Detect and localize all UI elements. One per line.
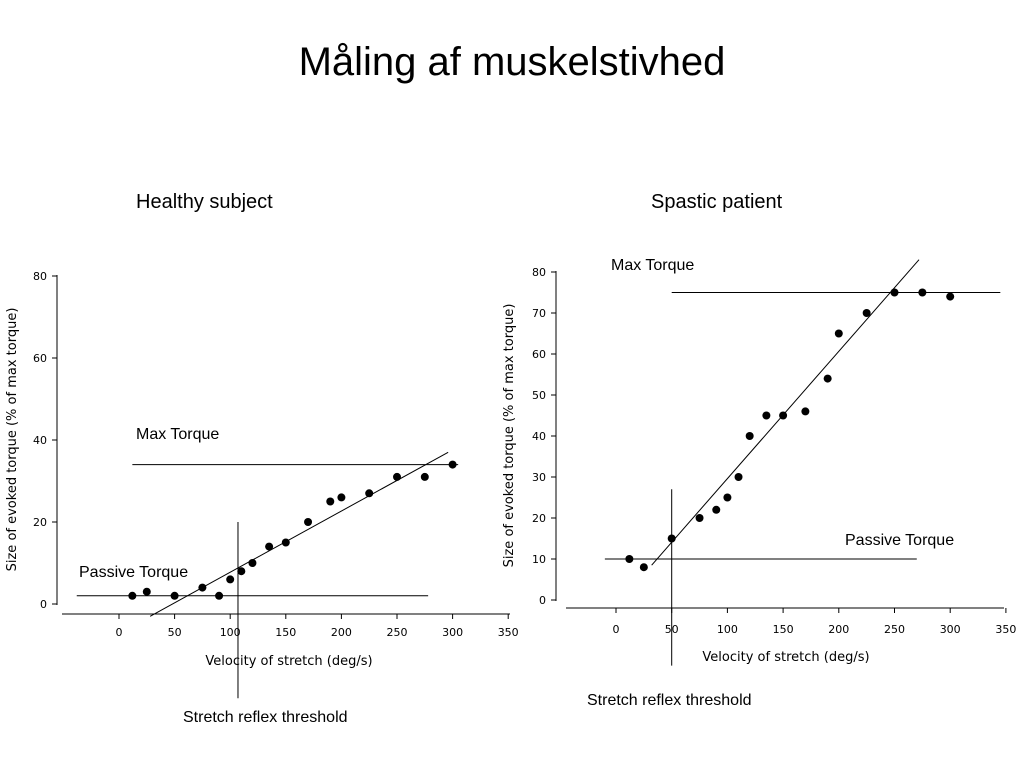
spastic-y-tick-label: 20 — [532, 512, 546, 525]
healthy-x-tick-label: 0 — [116, 626, 123, 639]
spastic-y-axis-label: Size of evoked torque (% of max torque) — [502, 304, 517, 568]
spastic-x-tick-label: 150 — [773, 623, 794, 636]
spastic-data-point — [862, 309, 871, 317]
healthy-data-point — [248, 559, 257, 567]
healthy-x-axis-label: Velocity of stretch (deg/s) — [205, 654, 372, 669]
healthy-data-point — [215, 591, 224, 600]
chart-title-healthy: Healthy subject — [136, 191, 273, 213]
healthy-x-tick-label: 250 — [387, 626, 408, 639]
healthy-x-tick-label: 150 — [275, 626, 296, 639]
healthy-y-tick-label: 80 — [33, 270, 47, 283]
healthy-x-tick-label: 200 — [331, 626, 352, 639]
spastic-data-point — [823, 374, 832, 383]
spastic-data-point — [639, 563, 648, 572]
spastic-y-tick-label: 70 — [532, 307, 546, 320]
healthy-data-point — [448, 460, 457, 469]
healthy-data-point — [420, 472, 429, 481]
healthy-data-point — [237, 567, 246, 576]
healthy-y-tick-label: 40 — [33, 434, 47, 447]
spastic-x-tick-label: 350 — [995, 623, 1016, 636]
spastic-data-point — [779, 411, 788, 420]
healthy-data-point — [142, 587, 151, 596]
spastic-data-point — [834, 329, 843, 338]
chart-title-spastic: Spastic patient — [651, 191, 783, 213]
healthy-data-point — [170, 591, 179, 600]
spastic-x-tick-label: 100 — [717, 623, 738, 636]
spastic-stretch-reflex-threshold-label: Stretch reflex threshold — [587, 692, 752, 709]
healthy-x-tick-label: 100 — [220, 626, 241, 639]
healthy-y-tick-label: 60 — [33, 352, 47, 365]
spastic-data-point — [625, 555, 634, 563]
spastic-data-point — [890, 288, 899, 297]
healthy-y-axis-label: Size of evoked torque (% of max torque) — [5, 308, 20, 572]
healthy-stretch-reflex-threshold-label: Stretch reflex threshold — [183, 709, 348, 726]
healthy-x-tick-label: 50 — [168, 626, 182, 639]
spastic-x-tick-label: 0 — [613, 623, 620, 636]
healthy-data-point — [198, 583, 207, 592]
spastic-x-axis-label: Velocity of stretch (deg/s) — [702, 650, 869, 665]
spastic-max-torque-label: Max Torque — [611, 257, 694, 274]
healthy-x-tick-label: 350 — [498, 626, 519, 639]
healthy-y-tick-label: 20 — [33, 516, 47, 529]
healthy-data-point — [281, 538, 290, 547]
healthy-x-tick-label: 300 — [442, 626, 463, 639]
spastic-data-point — [762, 411, 771, 420]
slide-title: Måling af muskelstivhed — [298, 40, 726, 84]
spastic-data-point — [801, 407, 810, 416]
spastic-y-tick-label: 40 — [532, 430, 546, 443]
spastic-x-tick-label: 300 — [940, 623, 961, 636]
healthy-data-point — [337, 493, 346, 502]
spastic-data-point — [734, 473, 743, 481]
spastic-y-tick-label: 80 — [532, 266, 546, 279]
spastic-data-point — [667, 534, 676, 543]
spastic-x-tick-label: 250 — [884, 623, 905, 636]
healthy-data-point — [365, 489, 374, 498]
spastic-passive-torque-label: Passive Torque — [845, 532, 954, 549]
spastic-y-tick-label: 0 — [539, 594, 546, 607]
healthy-data-point — [265, 542, 274, 551]
spastic-y-tick-label: 10 — [532, 553, 546, 566]
healthy-data-point — [393, 472, 401, 481]
healthy-data-point — [128, 591, 137, 600]
healthy-y-tick-label: 0 — [40, 598, 47, 611]
spastic-data-point — [946, 292, 955, 301]
spastic-y-tick-label: 60 — [532, 348, 546, 361]
spastic-x-tick-label: 200 — [828, 623, 849, 636]
healthy-max-torque-label: Max Torque — [136, 426, 219, 443]
healthy-data-point — [304, 518, 313, 526]
spastic-data-point — [695, 514, 704, 522]
spastic-data-point — [723, 493, 732, 502]
healthy-passive-torque-label: Passive Torque — [79, 564, 188, 581]
healthy-data-point — [326, 497, 335, 506]
spastic-data-point — [918, 288, 927, 297]
spastic-data-point — [712, 505, 721, 514]
spastic-y-tick-label: 30 — [532, 471, 546, 484]
spastic-data-point — [745, 432, 754, 440]
healthy-data-point — [226, 575, 235, 584]
spastic-y-tick-label: 50 — [532, 389, 546, 402]
